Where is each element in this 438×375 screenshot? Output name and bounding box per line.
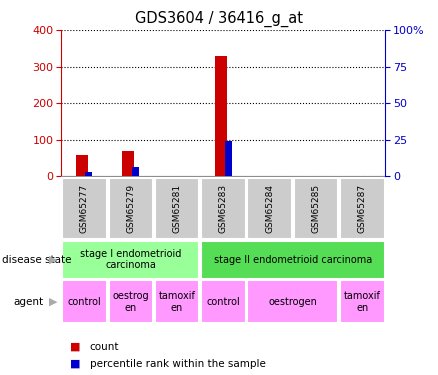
Text: ▶: ▶ xyxy=(49,255,58,265)
FancyBboxPatch shape xyxy=(155,177,199,239)
FancyBboxPatch shape xyxy=(109,177,153,239)
Text: ■: ■ xyxy=(70,359,81,369)
Text: percentile rank within the sample: percentile rank within the sample xyxy=(90,359,266,369)
Text: control: control xyxy=(206,297,240,307)
Bar xyxy=(225,141,232,176)
Text: count: count xyxy=(90,342,119,352)
FancyBboxPatch shape xyxy=(201,177,246,239)
Text: tamoxif
en: tamoxif en xyxy=(159,291,195,313)
Bar xyxy=(123,151,134,176)
Text: GSM65281: GSM65281 xyxy=(173,184,182,232)
Text: stage II endometrioid carcinoma: stage II endometrioid carcinoma xyxy=(214,255,372,265)
Bar xyxy=(132,168,139,176)
Text: GSM65279: GSM65279 xyxy=(126,184,135,232)
FancyBboxPatch shape xyxy=(109,280,153,324)
FancyBboxPatch shape xyxy=(247,280,338,324)
Text: GSM65287: GSM65287 xyxy=(358,184,367,232)
FancyBboxPatch shape xyxy=(62,280,107,324)
Text: ▶: ▶ xyxy=(49,297,58,307)
FancyBboxPatch shape xyxy=(62,177,107,239)
Text: GSM65284: GSM65284 xyxy=(265,184,274,232)
Bar xyxy=(215,56,227,176)
FancyBboxPatch shape xyxy=(247,177,292,239)
FancyBboxPatch shape xyxy=(201,280,246,324)
Text: GSM65285: GSM65285 xyxy=(311,184,321,232)
Text: stage I endometrioid
carcinoma: stage I endometrioid carcinoma xyxy=(80,249,181,270)
FancyBboxPatch shape xyxy=(62,241,199,279)
Bar xyxy=(76,155,88,176)
Text: oestrog
en: oestrog en xyxy=(113,291,149,313)
Text: GSM65277: GSM65277 xyxy=(80,184,89,232)
FancyBboxPatch shape xyxy=(340,177,385,239)
FancyBboxPatch shape xyxy=(294,177,338,239)
FancyBboxPatch shape xyxy=(155,280,199,324)
Text: disease state: disease state xyxy=(2,255,72,265)
Text: control: control xyxy=(67,297,101,307)
Text: GSM65283: GSM65283 xyxy=(219,184,228,232)
Text: tamoxif
en: tamoxif en xyxy=(344,291,381,313)
FancyBboxPatch shape xyxy=(340,280,385,324)
Text: GDS3604 / 36416_g_at: GDS3604 / 36416_g_at xyxy=(135,11,303,27)
Text: ■: ■ xyxy=(70,342,81,352)
FancyBboxPatch shape xyxy=(201,241,385,279)
Text: agent: agent xyxy=(13,297,43,307)
Text: oestrogen: oestrogen xyxy=(268,297,317,307)
Bar xyxy=(85,172,92,176)
